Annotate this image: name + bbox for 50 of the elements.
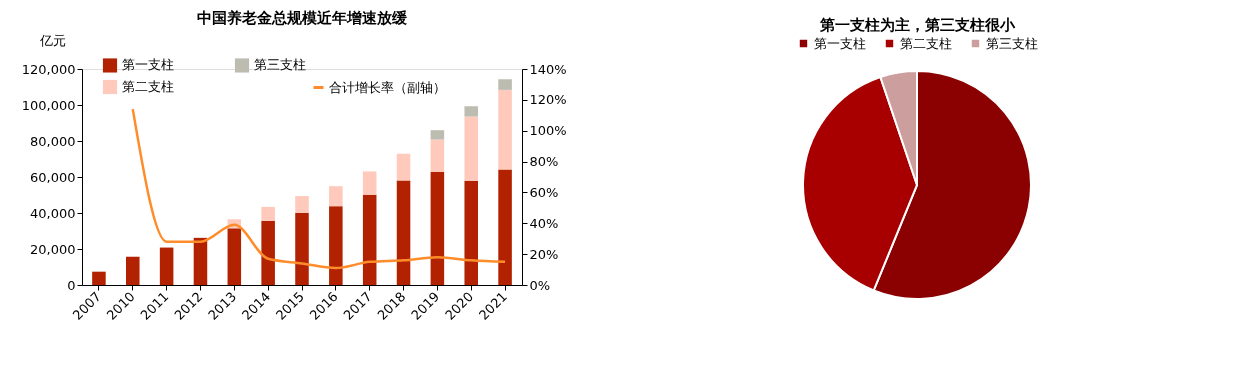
legend-label: 合计增长率（副轴） [329,79,446,95]
y2-tick-label: 20% [529,246,559,262]
bar [261,220,275,285]
bar [498,169,512,285]
y-tick-label: 120,000 [21,61,76,77]
bar [126,256,140,285]
y-tick-label: 40,000 [30,205,76,221]
bar [464,116,478,181]
y2-tick-label: 0% [529,277,551,293]
line-series [131,107,507,270]
bar [430,171,445,285]
bar [362,194,377,285]
y-tick-label: 20,000 [30,241,76,257]
y2-tick-label: 140% [529,61,567,77]
bar [362,171,377,195]
bar [261,206,275,221]
bar [464,106,478,117]
y2-tick-label: 40% [529,215,559,231]
y2-tick-label: 60% [529,184,559,200]
bar [295,213,309,285]
bar [329,186,343,207]
y-tick-label: 100,000 [21,97,76,113]
chart-title: 第一支柱为主，第三支柱很小 [818,16,1016,34]
y-tick-label: 0 [67,277,76,293]
bar [498,89,512,170]
legend-label: 第三支柱 [254,57,306,73]
legend-label: 第二支柱 [122,79,174,94]
legend-label: 第一支柱 [814,35,866,51]
legend-label: 第二支柱 [900,35,952,51]
y2-tick-label: 100% [529,123,567,139]
y-axis-title: 亿元 [38,32,66,48]
legend-label: 第一支柱 [122,57,174,73]
bar [396,153,411,181]
bar [396,180,411,285]
bar [193,237,208,285]
bar [498,79,512,90]
bar [430,139,445,172]
bar [430,130,445,140]
bar [329,206,343,285]
y-tick-label: 80,000 [30,133,76,149]
y2-tick-label: 120% [529,92,567,108]
bar [464,180,478,285]
y-tick-label: 60,000 [30,169,76,185]
y2-tick-label: 80% [529,154,559,170]
chart-title: 中国养老金总规模近年增速放缓 [197,9,408,27]
bar [159,247,174,285]
legend-label: 第三支柱 [986,35,1038,51]
bar [295,196,309,213]
bar [227,228,242,285]
bar [92,271,106,285]
